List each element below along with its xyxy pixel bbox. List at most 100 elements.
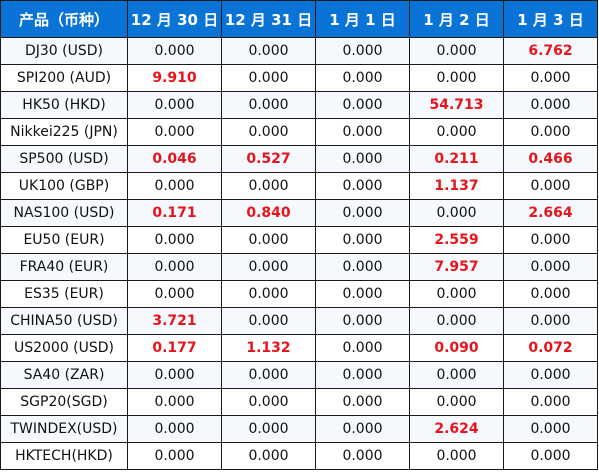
value-cell: 0.000 bbox=[315, 253, 410, 281]
value-cell: 0.000 bbox=[315, 172, 410, 200]
value-cell: 0.000 bbox=[315, 361, 410, 389]
value-cell: 0.000 bbox=[315, 199, 410, 227]
value-cell: 0.000 bbox=[409, 388, 504, 416]
product-cell: HK50 (HKD) bbox=[0, 91, 128, 119]
value-cell: 0.072 bbox=[503, 334, 598, 362]
table-body: DJ30 (USD) 0.000 0.000 0.000 0.000 6.762 SPI20… bbox=[0, 37, 598, 470]
value-cell: 0.840 bbox=[221, 199, 316, 227]
product-cell: ES35 (EUR) bbox=[0, 280, 128, 308]
table-row: FRA40 (EUR) 0.000 0.000 0.000 7.957 0.000 bbox=[0, 253, 598, 281]
value-cell: 0.000 bbox=[503, 442, 598, 470]
value-cell: 2.664 bbox=[503, 199, 598, 227]
value-cell: 0.000 bbox=[221, 307, 316, 335]
table-row: US2000 (USD) 0.177 1.132 0.000 0.090 0.072 bbox=[0, 334, 598, 362]
value-cell: 0.466 bbox=[503, 145, 598, 173]
value-cell: 0.000 bbox=[127, 172, 222, 200]
value-cell: 0.000 bbox=[221, 280, 316, 308]
value-cell: 9.910 bbox=[127, 64, 222, 92]
table-row: UK100 (GBP) 0.000 0.000 0.000 1.137 0.000 bbox=[0, 172, 598, 200]
header-date-1: 12 月 30 日 bbox=[127, 0, 222, 38]
value-cell: 0.000 bbox=[315, 307, 410, 335]
product-cell: SGP20(SGD) bbox=[0, 388, 128, 416]
value-cell: 1.132 bbox=[221, 334, 316, 362]
product-cell: HKTECH(HKD) bbox=[0, 442, 128, 470]
table-row: NAS100 (USD) 0.171 0.840 0.000 0.000 2.664 bbox=[0, 199, 598, 227]
value-cell: 0.000 bbox=[503, 307, 598, 335]
product-cell: US2000 (USD) bbox=[0, 334, 128, 362]
table-row: SPI200 (AUD) 9.910 0.000 0.000 0.000 0.000 bbox=[0, 64, 598, 92]
product-cell: UK100 (GBP) bbox=[0, 172, 128, 200]
value-cell: 0.000 bbox=[221, 64, 316, 92]
table-row: SGP20(SGD) 0.000 0.000 0.000 0.000 0.000 bbox=[0, 388, 598, 416]
value-cell: 0.000 bbox=[127, 388, 222, 416]
product-cell: SPI200 (AUD) bbox=[0, 64, 128, 92]
header-product: 产品（币种） bbox=[0, 0, 128, 38]
product-cell: EU50 (EUR) bbox=[0, 226, 128, 254]
value-cell: 0.000 bbox=[315, 226, 410, 254]
table-row: SP500 (USD) 0.046 0.527 0.000 0.211 0.466 bbox=[0, 145, 598, 173]
product-cell: Nikkei225 (JPN) bbox=[0, 118, 128, 146]
value-cell: 0.000 bbox=[221, 172, 316, 200]
product-cell: DJ30 (USD) bbox=[0, 37, 128, 65]
value-cell: 0.000 bbox=[409, 199, 504, 227]
value-cell: 0.211 bbox=[409, 145, 504, 173]
value-cell: 0.000 bbox=[221, 226, 316, 254]
table-header: 产品（币种） 12 月 30 日 12 月 31 日 1 月 1 日 1 月 2… bbox=[0, 0, 598, 38]
value-cell: 0.000 bbox=[127, 361, 222, 389]
header-date-3: 1 月 1 日 bbox=[315, 0, 410, 38]
value-cell: 7.957 bbox=[409, 253, 504, 281]
table-row: TWINDEX(USD) 0.000 0.000 0.000 2.624 0.000 bbox=[0, 415, 598, 443]
value-cell: 0.000 bbox=[409, 307, 504, 335]
value-cell: 0.000 bbox=[221, 388, 316, 416]
value-cell: 0.171 bbox=[127, 199, 222, 227]
value-cell: 1.137 bbox=[409, 172, 504, 200]
value-cell: 0.000 bbox=[221, 415, 316, 443]
value-cell: 0.000 bbox=[127, 118, 222, 146]
header-date-4: 1 月 2 日 bbox=[409, 0, 504, 38]
value-cell: 0.000 bbox=[503, 280, 598, 308]
table-row: HK50 (HKD) 0.000 0.000 0.000 54.713 0.000 bbox=[0, 91, 598, 119]
value-cell: 0.177 bbox=[127, 334, 222, 362]
table-row: CHINA50 (USD) 3.721 0.000 0.000 0.000 0.000 bbox=[0, 307, 598, 335]
value-cell: 0.000 bbox=[221, 37, 316, 65]
header-row: 产品（币种） 12 月 30 日 12 月 31 日 1 月 1 日 1 月 2… bbox=[0, 0, 598, 38]
value-cell: 2.624 bbox=[409, 415, 504, 443]
value-cell: 54.713 bbox=[409, 91, 504, 119]
value-cell: 0.000 bbox=[315, 388, 410, 416]
value-cell: 0.000 bbox=[503, 64, 598, 92]
value-cell: 0.000 bbox=[127, 415, 222, 443]
value-cell: 0.000 bbox=[127, 226, 222, 254]
value-cell: 0.000 bbox=[503, 415, 598, 443]
value-cell: 0.000 bbox=[503, 226, 598, 254]
value-cell: 0.000 bbox=[315, 37, 410, 65]
table-row: ES35 (EUR) 0.000 0.000 0.000 0.000 0.000 bbox=[0, 280, 598, 308]
table-row: HKTECH(HKD) 0.000 0.000 0.000 0.000 0.000 bbox=[0, 442, 598, 470]
value-cell: 0.000 bbox=[315, 145, 410, 173]
value-cell: 0.000 bbox=[503, 388, 598, 416]
product-cell: TWINDEX(USD) bbox=[0, 415, 128, 443]
product-cell: SP500 (USD) bbox=[0, 145, 128, 173]
product-cell: NAS100 (USD) bbox=[0, 199, 128, 227]
value-cell: 0.000 bbox=[315, 64, 410, 92]
value-cell: 0.000 bbox=[315, 118, 410, 146]
value-cell: 0.000 bbox=[221, 361, 316, 389]
value-cell: 0.000 bbox=[127, 442, 222, 470]
value-cell: 6.762 bbox=[503, 37, 598, 65]
value-cell: 0.000 bbox=[409, 37, 504, 65]
value-cell: 0.090 bbox=[409, 334, 504, 362]
value-cell: 0.000 bbox=[315, 415, 410, 443]
value-cell: 0.000 bbox=[409, 64, 504, 92]
value-cell: 0.000 bbox=[315, 442, 410, 470]
value-cell: 3.721 bbox=[127, 307, 222, 335]
value-cell: 0.000 bbox=[503, 91, 598, 119]
value-cell: 0.000 bbox=[503, 118, 598, 146]
table-row: EU50 (EUR) 0.000 0.000 0.000 2.559 0.000 bbox=[0, 226, 598, 254]
value-cell: 0.000 bbox=[315, 334, 410, 362]
value-cell: 0.046 bbox=[127, 145, 222, 173]
value-cell: 0.000 bbox=[315, 280, 410, 308]
value-cell: 0.527 bbox=[221, 145, 316, 173]
value-cell: 0.000 bbox=[221, 442, 316, 470]
product-cell: CHINA50 (USD) bbox=[0, 307, 128, 335]
